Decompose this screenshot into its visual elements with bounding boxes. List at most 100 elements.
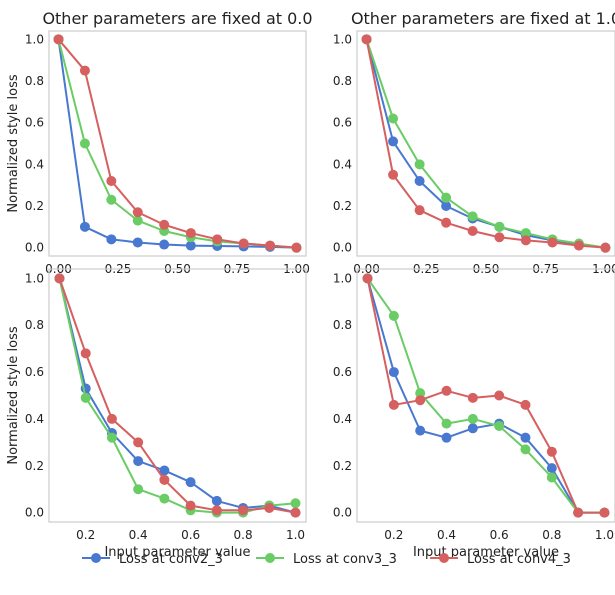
data-point [388, 367, 399, 378]
data-point [494, 232, 505, 243]
data-point [106, 432, 117, 443]
data-point [520, 399, 531, 410]
data-point [159, 219, 170, 230]
y-tick-label: 0.4 [333, 157, 352, 171]
data-point [547, 237, 558, 248]
data-point [79, 221, 90, 232]
data-point [133, 484, 144, 495]
series-conv4-3 [361, 34, 611, 253]
series-line [366, 278, 605, 514]
data-point [159, 465, 170, 476]
data-point [520, 235, 531, 246]
plot-frame [356, 268, 615, 523]
data-point [467, 211, 478, 222]
series-line [57, 38, 297, 249]
y-tick-label: 0.2 [333, 459, 352, 473]
data-point [600, 242, 611, 253]
y-tick-label: 0.4 [333, 412, 352, 426]
data-point [132, 237, 143, 248]
y-tick-label: 0.2 [25, 459, 44, 473]
data-point [185, 228, 196, 239]
data-point [414, 159, 425, 170]
data-point [290, 507, 301, 518]
y-tick-label: 0.0 [333, 506, 352, 520]
y-tick-label: 0.2 [333, 199, 352, 213]
data-point [494, 221, 505, 232]
x-tick-label: 0.6 [490, 528, 509, 542]
x-tick-label: 0.8 [234, 528, 253, 542]
series-conv2-3 [53, 34, 302, 253]
series-line [365, 39, 606, 249]
data-point [290, 498, 301, 509]
series-line [365, 39, 606, 249]
data-point [441, 418, 452, 429]
x-axis-label: Input parameter value [104, 545, 250, 560]
y-tick-label: 0.8 [25, 74, 44, 88]
legend-marker [439, 553, 449, 563]
x-tick-label: 1.0 [286, 528, 305, 542]
data-point [211, 495, 222, 506]
y-tick-label: 0.4 [25, 412, 44, 426]
data-point [388, 113, 399, 124]
legend-item-conv3-3: Loss at conv3_3 [256, 552, 397, 567]
data-point [573, 240, 584, 251]
legend-item-conv2-3: Loss at conv2_3 [82, 552, 223, 567]
data-point [79, 138, 90, 149]
data-point [520, 432, 531, 443]
x-tick-label: 0.8 [542, 528, 561, 542]
data-point [441, 432, 452, 443]
data-point [159, 239, 170, 250]
data-point [441, 192, 452, 203]
data-point [388, 136, 399, 147]
data-point [441, 201, 452, 211]
y-tick-label: 0.6 [333, 116, 352, 130]
data-point [185, 240, 196, 251]
data-point [159, 474, 170, 485]
series-line [58, 278, 296, 514]
y-tick-label: 0.8 [333, 74, 352, 88]
data-point [414, 176, 425, 186]
data-point [414, 205, 425, 216]
data-point [106, 413, 117, 424]
data-point [132, 207, 143, 218]
x-tick-label: 0.6 [181, 528, 200, 542]
data-point [415, 425, 426, 436]
legend-marker [265, 553, 275, 563]
data-point [264, 502, 275, 513]
data-point [441, 385, 452, 396]
data-point [415, 388, 426, 399]
series-conv4-3 [53, 34, 302, 253]
y-tick-label: 0.2 [25, 199, 44, 213]
y-tick-label: 0.8 [333, 318, 352, 332]
series-line [58, 278, 296, 514]
y-tick-label: 0.0 [25, 241, 44, 255]
data-point [133, 437, 144, 448]
series-line [57, 39, 297, 249]
data-point [546, 463, 557, 474]
data-point [546, 472, 557, 483]
data-point [546, 446, 557, 457]
series-conv4-3 [362, 273, 610, 518]
data-point [467, 413, 478, 424]
series-conv3-3 [362, 273, 610, 518]
y-tick-label: 1.0 [333, 271, 352, 285]
y-tick-label: 1.0 [333, 32, 352, 46]
legend-label: Loss at conv2_3 [119, 552, 223, 567]
y-axis-label: Normalized style loss [6, 326, 21, 464]
y-tick-label: 1.0 [25, 32, 44, 46]
data-point [106, 194, 117, 205]
plot-frame [48, 268, 307, 523]
data-point [520, 444, 531, 455]
data-point [185, 500, 196, 511]
series-line [366, 277, 605, 514]
series-conv3-3 [53, 34, 302, 253]
y-axis-label: Normalized style loss [6, 74, 21, 212]
data-point [361, 34, 372, 45]
panel-title: Other parameters are fixed at 0.0 [42, 9, 312, 28]
data-point [185, 477, 196, 488]
data-point [415, 395, 426, 406]
data-point [265, 240, 276, 251]
legend-label: Loss at conv4_3 [467, 552, 571, 567]
x-tick-label: 0.2 [76, 528, 95, 542]
